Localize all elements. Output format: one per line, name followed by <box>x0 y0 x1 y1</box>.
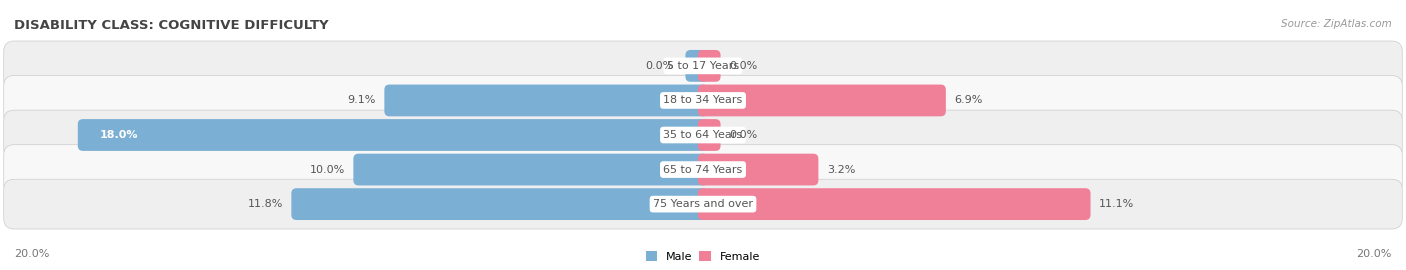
FancyBboxPatch shape <box>4 41 1402 91</box>
Text: 9.1%: 9.1% <box>347 95 375 106</box>
FancyBboxPatch shape <box>697 85 946 116</box>
Text: 3.2%: 3.2% <box>827 164 855 175</box>
Legend: Male, Female: Male, Female <box>647 251 759 262</box>
FancyBboxPatch shape <box>4 179 1402 229</box>
FancyBboxPatch shape <box>353 154 709 185</box>
FancyBboxPatch shape <box>4 145 1402 194</box>
Text: 18 to 34 Years: 18 to 34 Years <box>664 95 742 106</box>
Text: 35 to 64 Years: 35 to 64 Years <box>664 130 742 140</box>
Text: 0.0%: 0.0% <box>730 61 758 71</box>
FancyBboxPatch shape <box>686 50 709 82</box>
Text: 0.0%: 0.0% <box>645 61 673 71</box>
Text: 75 Years and over: 75 Years and over <box>652 199 754 209</box>
FancyBboxPatch shape <box>4 110 1402 160</box>
FancyBboxPatch shape <box>697 119 720 151</box>
Text: 18.0%: 18.0% <box>100 130 139 140</box>
Text: 5 to 17 Years: 5 to 17 Years <box>666 61 740 71</box>
Text: Source: ZipAtlas.com: Source: ZipAtlas.com <box>1281 19 1392 29</box>
Text: 10.0%: 10.0% <box>309 164 344 175</box>
Text: 20.0%: 20.0% <box>14 249 49 259</box>
FancyBboxPatch shape <box>291 188 709 220</box>
FancyBboxPatch shape <box>77 119 709 151</box>
Text: 6.9%: 6.9% <box>955 95 983 106</box>
FancyBboxPatch shape <box>384 85 709 116</box>
FancyBboxPatch shape <box>697 50 720 82</box>
Text: DISABILITY CLASS: COGNITIVE DIFFICULTY: DISABILITY CLASS: COGNITIVE DIFFICULTY <box>14 19 329 32</box>
FancyBboxPatch shape <box>697 188 1091 220</box>
Text: 0.0%: 0.0% <box>730 130 758 140</box>
Text: 65 to 74 Years: 65 to 74 Years <box>664 164 742 175</box>
FancyBboxPatch shape <box>4 76 1402 125</box>
Text: 11.1%: 11.1% <box>1099 199 1135 209</box>
Text: 20.0%: 20.0% <box>1357 249 1392 259</box>
Text: 11.8%: 11.8% <box>247 199 283 209</box>
FancyBboxPatch shape <box>697 154 818 185</box>
